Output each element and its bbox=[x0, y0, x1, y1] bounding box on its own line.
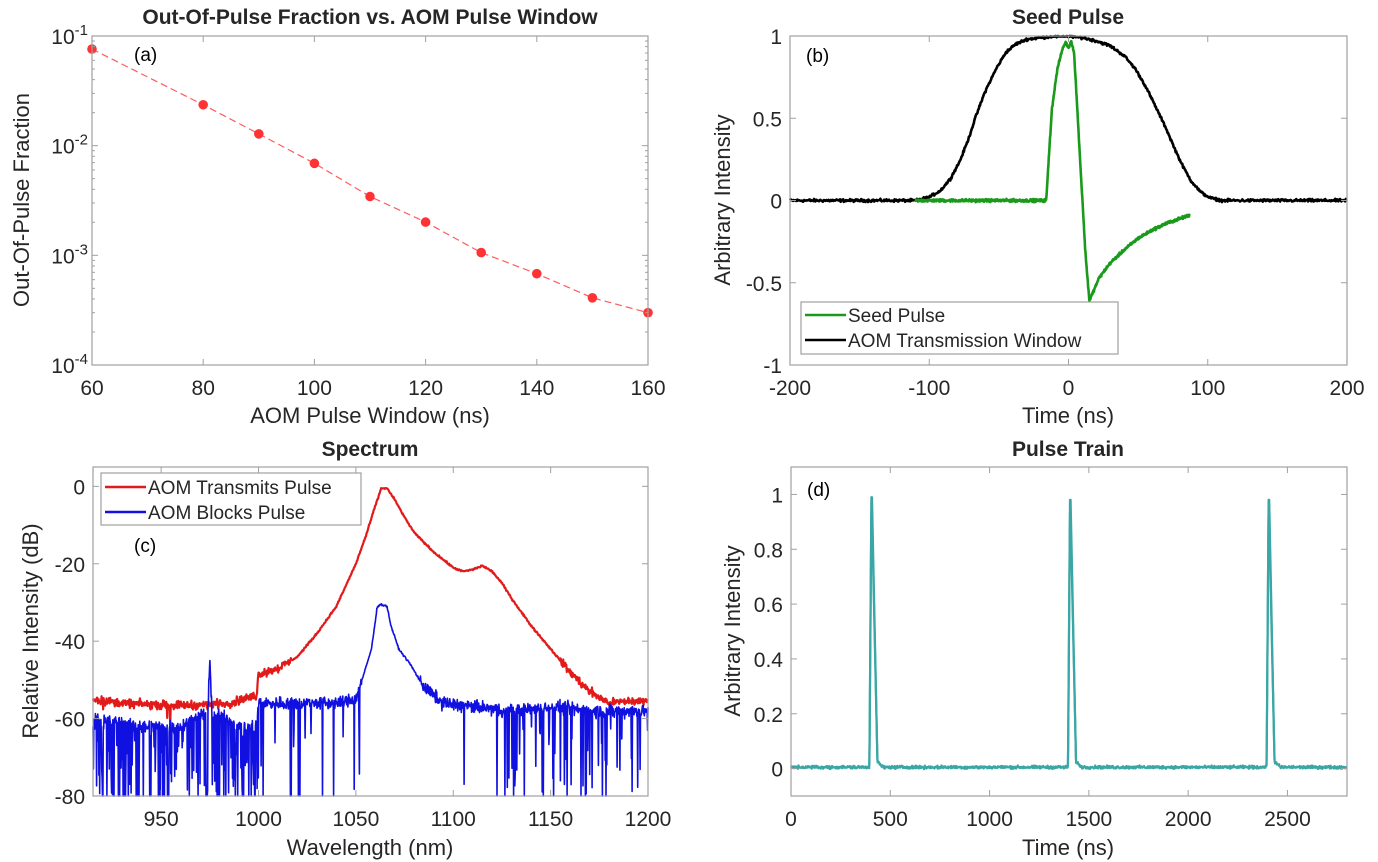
panel-a-out-of-pulse-fraction: Out-Of-Pulse Fraction vs. AOM Pulse Wind… bbox=[9, 6, 666, 428]
panel-b-ticks: -200 -100 0 100 200 1 0.5 0 -0.5 -1 bbox=[746, 26, 1365, 400]
x-tick-label: 100 bbox=[1190, 377, 1225, 400]
panel-c-title: Spectrum bbox=[322, 438, 419, 461]
panel-b-title: Seed Pulse bbox=[1012, 6, 1124, 29]
pulse-peak bbox=[1066, 498, 1078, 766]
panel-b-annotation: (b) bbox=[806, 46, 829, 67]
pulse-peak bbox=[868, 496, 879, 766]
pulse-peak bbox=[1265, 498, 1276, 766]
x-tick-label: 60 bbox=[80, 377, 103, 400]
data-point bbox=[309, 158, 320, 169]
panel-c-legend-box bbox=[100, 472, 362, 526]
x-tick-label: 0 bbox=[785, 808, 797, 831]
panel-d-ylabel: Arbitrary Intensity bbox=[720, 545, 745, 716]
x-tick-label: 1050 bbox=[333, 808, 380, 831]
series-line-aom-transmission-window bbox=[788, 34, 1348, 204]
panel-d-pulse-train: Pulse Train 0 500 1000 1500 2000 250000.20.40… bbox=[720, 438, 1348, 860]
y-tick-label: 0.8 bbox=[754, 539, 783, 562]
panel-a-annotation: (a) bbox=[134, 45, 157, 66]
panel-b-xlabel: Time (ns) bbox=[1022, 403, 1114, 428]
data-point bbox=[198, 99, 208, 110]
data-point bbox=[420, 217, 431, 227]
data-point bbox=[532, 268, 542, 279]
panel-a-xlabel: AOM Pulse Window (ns) bbox=[250, 403, 490, 428]
y-tick-label: -0.5 bbox=[746, 273, 782, 296]
y-tick-label: 10-1 bbox=[51, 22, 88, 49]
panel-d-title: Pulse Train bbox=[1012, 438, 1124, 461]
y-tick-label: -40 bbox=[55, 631, 85, 654]
data-point bbox=[476, 247, 487, 258]
y-tick-label: 0.6 bbox=[754, 594, 783, 617]
y-tick-label: 0.2 bbox=[754, 704, 783, 727]
y-tick-label: 1 bbox=[770, 26, 782, 49]
x-tick-label: 950 bbox=[144, 808, 179, 831]
y-tick-label: -20 bbox=[55, 554, 85, 577]
panel-a-axes-frame bbox=[91, 35, 649, 366]
y-tick-label: 0 bbox=[73, 476, 85, 499]
x-tick-label: -100 bbox=[908, 377, 950, 400]
panel-b-seed-pulse: Seed Pulse -200 -100 0 100 200 1 0.5 0 -0.5 -1 (b… bbox=[710, 6, 1365, 428]
panel-d-plot-area bbox=[789, 496, 1348, 771]
y-tick-label: 10-4 bbox=[51, 351, 88, 378]
y-tick-label: 0 bbox=[771, 759, 783, 782]
data-point bbox=[587, 292, 598, 303]
y-tick-label: -1 bbox=[763, 355, 782, 378]
x-tick-label: 1100 bbox=[431, 808, 476, 831]
x-tick-label: -200 bbox=[769, 377, 811, 400]
panel-a-ticks: 60 80 100 120 140 160 10-1 10-2 10-3 10-4 bbox=[51, 22, 665, 400]
x-tick-label: 120 bbox=[408, 377, 443, 400]
panel-b-legend-label-aom: AOM Transmission Window bbox=[848, 331, 1082, 352]
panel-c-xlabel: Wavelength (nm) bbox=[287, 835, 454, 860]
panel-b-legend: Seed Pulse AOM Transmission Window bbox=[800, 301, 1119, 355]
y-tick-label: 1 bbox=[771, 484, 783, 507]
x-tick-label: 500 bbox=[873, 808, 908, 831]
data-point bbox=[253, 129, 264, 139]
y-tick-label: -60 bbox=[55, 709, 85, 732]
x-tick-label: 80 bbox=[192, 377, 215, 400]
data-point bbox=[365, 191, 375, 202]
x-tick-label: 2500 bbox=[1264, 808, 1311, 831]
y-tick-label: -80 bbox=[55, 786, 85, 809]
series-line-aom-blocks-pulse bbox=[92, 602, 649, 797]
panel-c-legend: AOM Transmits Pulse AOM Blocks Pulse bbox=[100, 472, 362, 526]
x-tick-label: 140 bbox=[519, 377, 554, 400]
panel-c-spectrum: Spectrum 950 1000 1050 1100 1150 1200 0 -20 -40 -… bbox=[18, 438, 671, 860]
panel-c-ylabel: Relative Intensity (dB) bbox=[18, 523, 43, 738]
panel-d-ticks: 0 500 1000 1500 2000 2500 0 0.2 0.4 0.6 0.8 1 bbox=[754, 467, 1347, 831]
series-line-aom-transmits-pulse bbox=[91, 487, 649, 727]
panel-b-ylabel: Arbitrary Intensity bbox=[710, 114, 735, 285]
x-tick-label: 1000 bbox=[235, 808, 282, 831]
panel-b-legend-box bbox=[800, 301, 1119, 355]
panel-a-ylabel: Out-Of-Pulse Fraction bbox=[9, 93, 34, 307]
panel-c-axes-frame bbox=[92, 466, 649, 797]
x-tick-label: 1500 bbox=[1065, 808, 1112, 831]
panel-c-annotation: (c) bbox=[134, 536, 156, 557]
y-tick-label: 10-3 bbox=[51, 241, 88, 268]
panel-b-legend-label-seed: Seed Pulse bbox=[848, 306, 945, 327]
series-line-out-of-pulse-fraction bbox=[91, 48, 649, 314]
y-tick-label: 0 bbox=[770, 191, 782, 214]
y-tick-label: 0.5 bbox=[753, 108, 782, 131]
panel-a-plot-area bbox=[87, 44, 653, 318]
x-tick-label: 1150 bbox=[528, 808, 573, 831]
x-tick-label: 100 bbox=[297, 377, 332, 400]
x-tick-label: 2000 bbox=[1165, 808, 1212, 831]
panel-c-plot-area bbox=[91, 487, 649, 797]
y-tick-label: 10-2 bbox=[51, 132, 88, 159]
y-tick-label: 0.4 bbox=[754, 649, 784, 672]
panel-a-title: Out-Of-Pulse Fraction vs. AOM Pulse Wind… bbox=[142, 6, 598, 29]
panel-c-legend-label-blocks: AOM Blocks Pulse bbox=[148, 503, 305, 524]
panel-d-annotation: (d) bbox=[807, 480, 830, 501]
panel-d-xlabel: Time (ns) bbox=[1022, 835, 1114, 860]
x-tick-label: 0 bbox=[1063, 377, 1075, 400]
panel-d-axes-frame bbox=[790, 466, 1348, 797]
panel-c-ticks: 950 1000 1050 1100 1150 1200 0 -20 -40 -60 -80 bbox=[55, 467, 672, 831]
panel-c-legend-label-transmits: AOM Transmits Pulse bbox=[148, 478, 332, 499]
x-tick-label: 1000 bbox=[966, 808, 1013, 831]
series-line-seed-pulse bbox=[914, 39, 1191, 303]
x-tick-label: 160 bbox=[630, 377, 665, 400]
panel-b-plot-area bbox=[788, 34, 1348, 303]
x-tick-label: 200 bbox=[1329, 377, 1364, 400]
x-tick-label: 1200 bbox=[625, 808, 672, 831]
